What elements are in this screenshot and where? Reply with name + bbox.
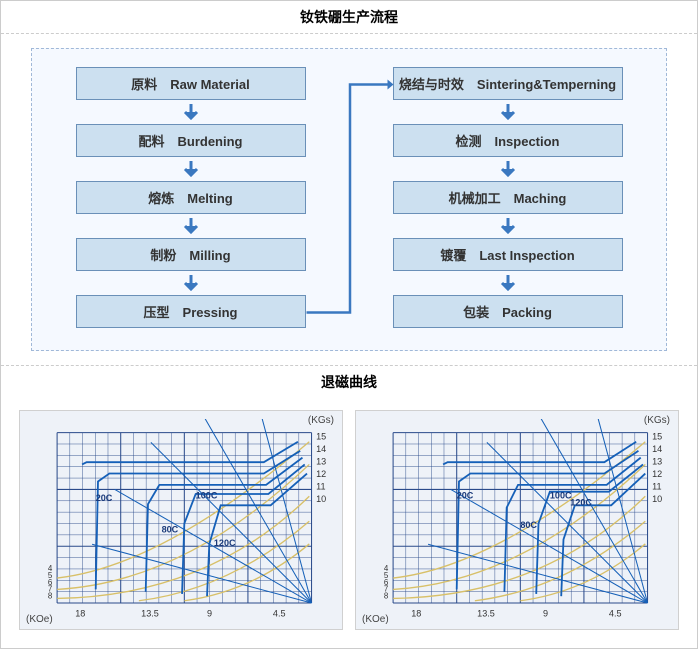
svg-text:12: 12	[652, 469, 662, 479]
flow-step: 检测 Inspection	[393, 124, 623, 157]
flow-arrow-down	[499, 275, 517, 291]
svg-text:10: 10	[316, 494, 326, 504]
flow-step: 熔炼 Melting	[76, 181, 306, 214]
flow-arrow-down	[182, 161, 200, 177]
svg-text:18: 18	[75, 609, 85, 619]
svg-text:80C: 80C	[520, 520, 537, 530]
chart-svg-right: 20C80C100C120C15141312111054453627181813…	[384, 419, 668, 623]
x-axis-unit: (KOe)	[26, 614, 53, 625]
svg-text:120C: 120C	[214, 538, 236, 548]
flow-arrow-down	[182, 275, 200, 291]
svg-text:4.5: 4.5	[609, 609, 622, 619]
svg-text:14: 14	[316, 444, 326, 454]
svg-text:20C: 20C	[457, 491, 474, 501]
svg-text:11: 11	[652, 481, 661, 491]
svg-text:14: 14	[652, 444, 662, 454]
section2-title: 退磁曲线	[1, 366, 697, 398]
svg-text:13.5: 13.5	[141, 609, 159, 619]
svg-text:80C: 80C	[162, 525, 179, 535]
svg-text:9: 9	[543, 609, 548, 619]
flow-col-right: 烧结与时效 Sintering&Temperning 检测 Inspection 机…	[379, 67, 636, 328]
flow-step: 镀覆 Last Inspection	[393, 238, 623, 271]
svg-text:13: 13	[316, 456, 326, 466]
demag-chart-left: (KGs) (KOe) 20C80C100C120C15141312111054…	[19, 410, 343, 630]
flow-step: 烧结与时效 Sintering&Temperning	[393, 67, 623, 100]
flow-arrow-down	[182, 104, 200, 120]
y-axis-unit: (KGs)	[308, 415, 334, 426]
demag-chart-right: (KGs) (KOe) 20C80C100C120C15141312111054…	[355, 410, 679, 630]
flow-step: 原料 Raw Material	[76, 67, 306, 100]
svg-text:100C: 100C	[196, 491, 218, 501]
flow-step: 制粉 Milling	[76, 238, 306, 271]
chart-svg-left: 20C80C100C120C15141312111054453627181813…	[48, 419, 332, 623]
section1-title: 钕铁硼生产流程	[1, 1, 697, 34]
svg-text:15: 15	[316, 431, 326, 441]
y-axis-unit: (KGs)	[644, 415, 670, 426]
svg-text:12: 12	[316, 469, 326, 479]
flow-arrow-down	[182, 218, 200, 234]
flow-arrow-down	[499, 218, 517, 234]
svg-text:10: 10	[652, 494, 662, 504]
page-container: 钕铁硼生产流程 原料 Raw Material 配料 Burdening 熔炼 Me…	[0, 0, 698, 649]
svg-text:15: 15	[652, 431, 662, 441]
svg-text:18: 18	[384, 591, 389, 600]
flow-step: 压型 Pressing	[76, 295, 306, 328]
svg-text:11: 11	[316, 481, 325, 491]
charts-row: (KGs) (KOe) 20C80C100C120C15141312111054…	[1, 398, 697, 648]
svg-text:100C: 100C	[550, 491, 572, 501]
svg-text:13: 13	[652, 456, 662, 466]
svg-text:13.5: 13.5	[477, 609, 495, 619]
svg-text:18: 18	[411, 609, 421, 619]
flow-col-left: 原料 Raw Material 配料 Burdening 熔炼 Melting 制粉 …	[62, 67, 319, 328]
flow-step: 包装 Packing	[393, 295, 623, 328]
svg-text:20C: 20C	[96, 493, 113, 503]
flow-step: 机械加工 Maching	[393, 181, 623, 214]
svg-text:120C: 120C	[570, 497, 592, 507]
flow-arrow-down	[499, 104, 517, 120]
flow-step: 配料 Burdening	[76, 124, 306, 157]
svg-text:18: 18	[48, 591, 53, 600]
flowchart-panel: 原料 Raw Material 配料 Burdening 熔炼 Melting 制粉 …	[31, 48, 667, 351]
x-axis-unit: (KOe)	[362, 614, 389, 625]
svg-text:4.5: 4.5	[273, 609, 286, 619]
svg-text:9: 9	[207, 609, 212, 619]
flow-arrow-down	[499, 161, 517, 177]
